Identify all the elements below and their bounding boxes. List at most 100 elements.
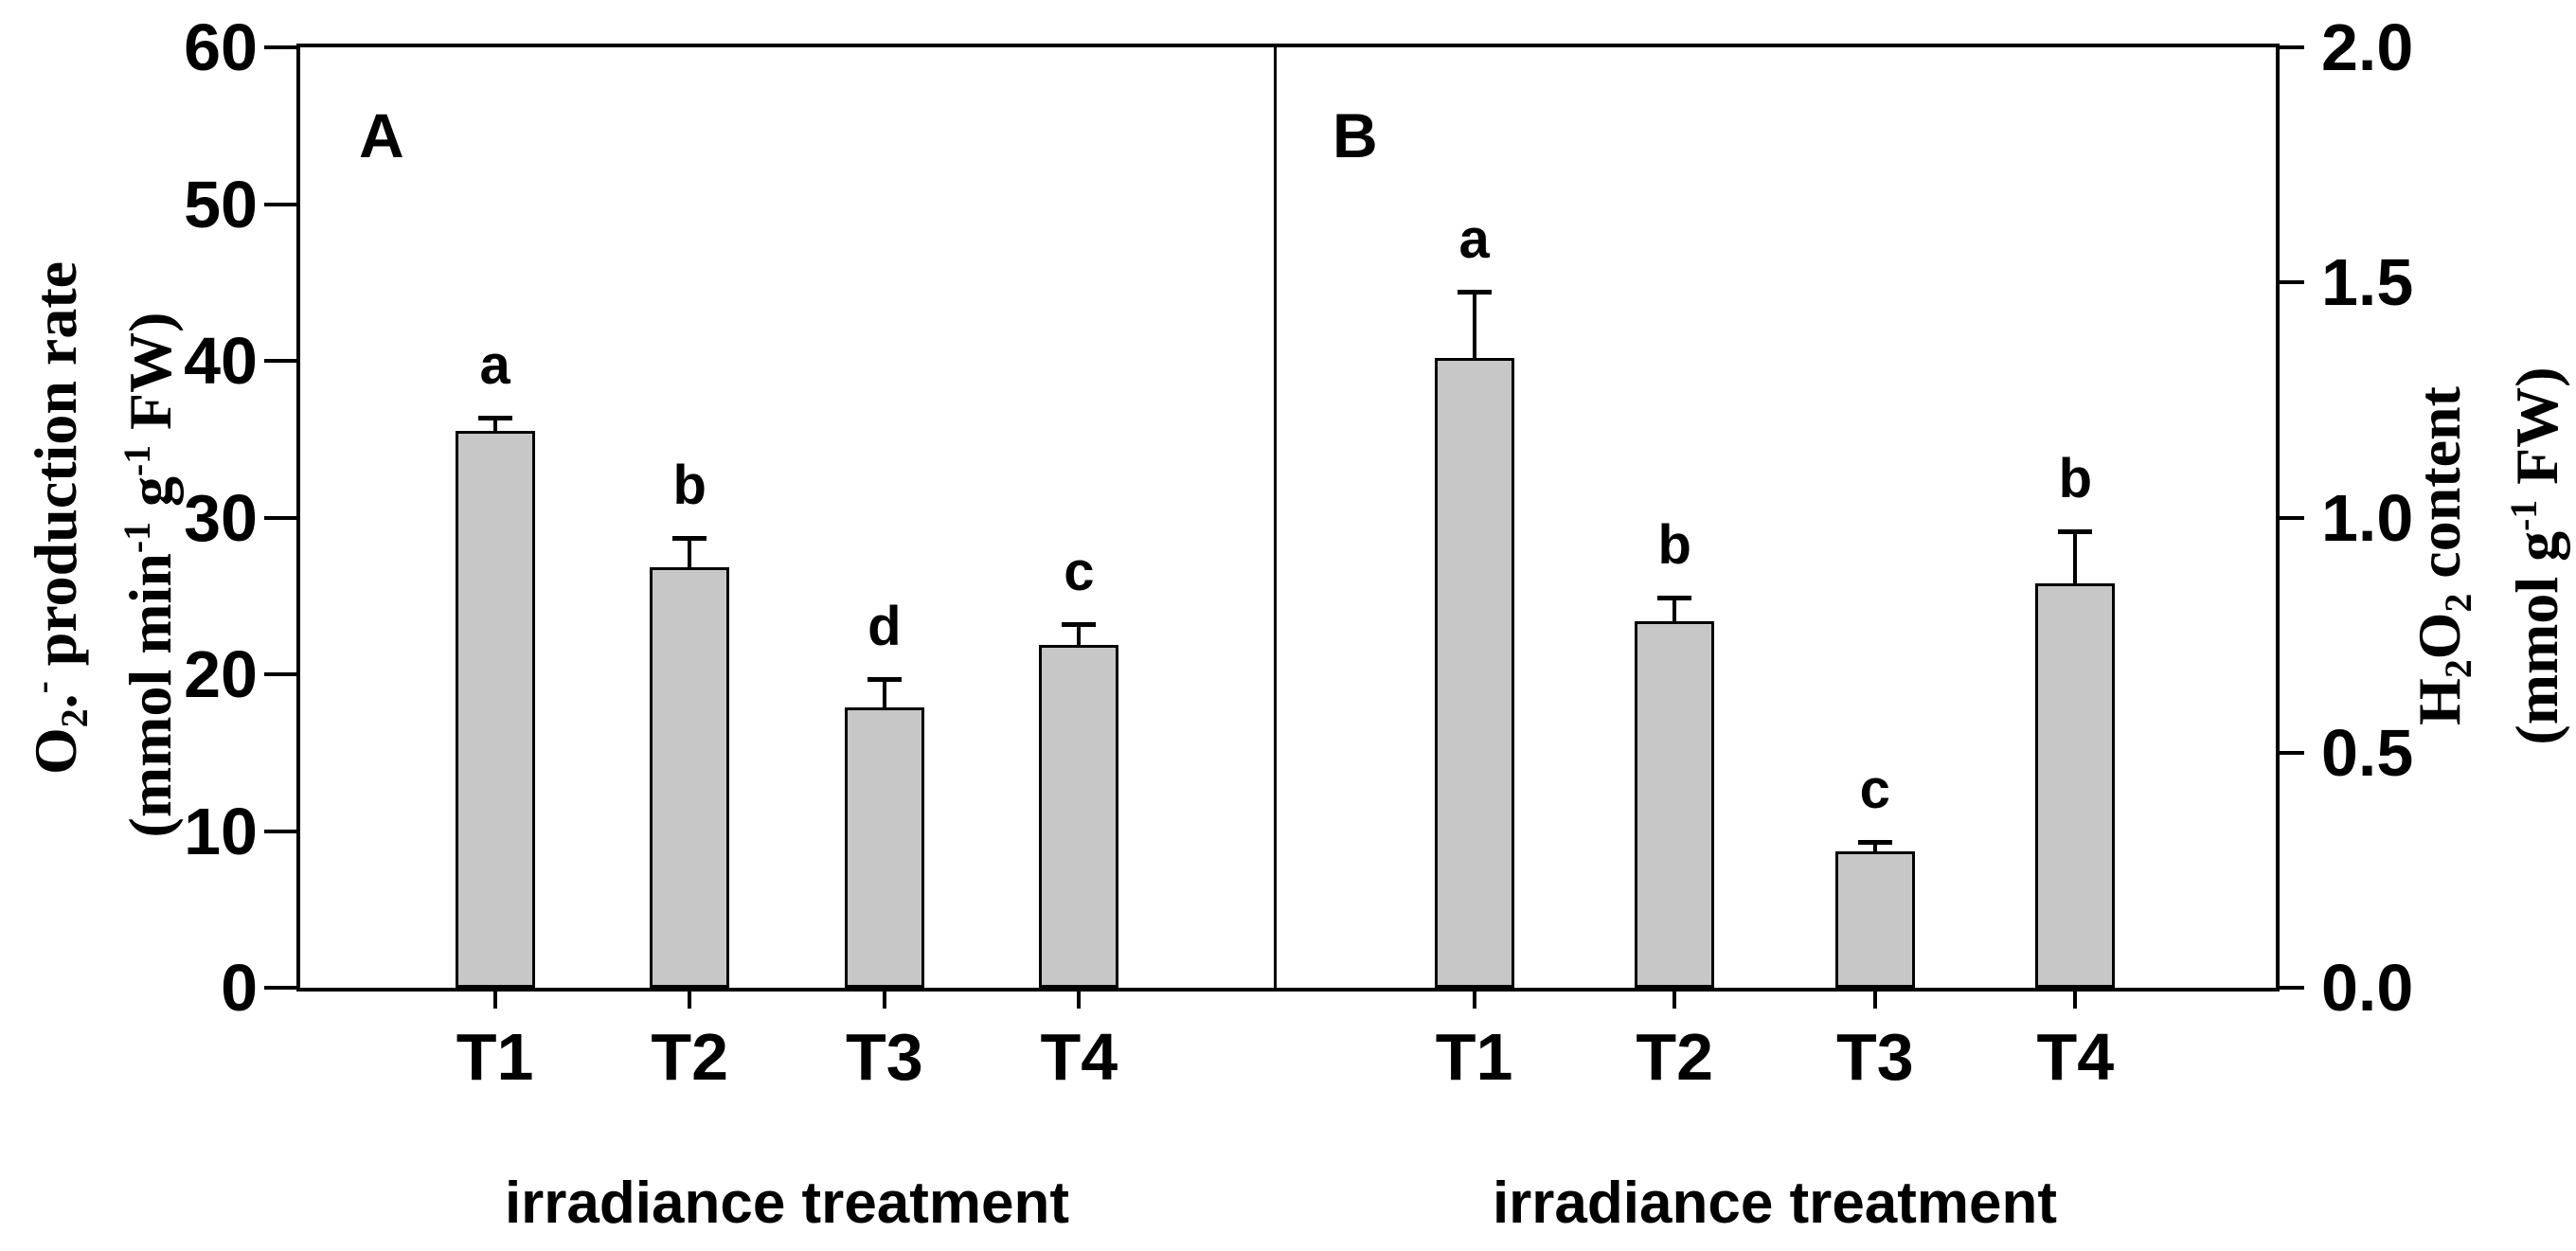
x-tick-label-A-T1: T1: [456, 1020, 534, 1094]
label-text: FW): [116, 312, 184, 445]
y-tick-A-50: [264, 202, 296, 206]
y-tick-label-left-10: 10: [184, 794, 258, 868]
y-tick-A-60: [264, 45, 296, 49]
bar-B-T1: [1434, 357, 1514, 988]
error-cap-A-T1: [477, 415, 512, 420]
error-whisker-B-T1: [1472, 292, 1476, 358]
x-tick-A-T1: [492, 988, 497, 1009]
y-tick-label-right-0.5: 0.5: [2321, 715, 2414, 790]
y-tick-label-right-1.5: 1.5: [2321, 245, 2414, 320]
error-cap-A-T3: [867, 676, 902, 682]
x-tick-A-T3: [882, 988, 886, 1009]
y-tick-label-right-1.0: 1.0: [2321, 480, 2414, 555]
superscript-text: -: [22, 680, 64, 693]
right-y-axis-title-line1: H2O2 content: [2406, 385, 2490, 725]
x-tick-B-T2: [1673, 988, 1677, 1009]
sig-letter-B-T2: b: [1657, 513, 1691, 576]
sig-letter-B-T4: b: [2058, 448, 2093, 510]
y-tick-label-left-30: 30: [184, 480, 258, 555]
bar-B-T3: [1834, 851, 1915, 988]
label-text: (mmol min: [116, 552, 184, 837]
y-tick-B-1.0: [2276, 515, 2304, 520]
error-cap-A-T4: [1062, 622, 1097, 628]
y-tick-A-0: [264, 986, 296, 990]
label-text: content: [2406, 385, 2474, 594]
error-whisker-A-T2: [688, 538, 692, 568]
subscript-text: 2: [2437, 658, 2479, 678]
error-whisker-B-T3: [1872, 842, 1877, 851]
label-text: H: [2406, 677, 2474, 725]
y-tick-A-10: [264, 829, 296, 833]
sig-letter-A-T3: d: [868, 595, 902, 657]
x-tick-A-T2: [688, 988, 692, 1009]
label-text: production rate: [21, 260, 89, 681]
error-cap-B-T4: [2058, 529, 2093, 535]
y-tick-label-left-50: 50: [184, 167, 258, 241]
y-tick-label-left-20: 20: [184, 637, 258, 711]
error-cap-B-T1: [1457, 290, 1492, 295]
label-text: (mmol g: [2502, 530, 2570, 745]
error-whisker-A-T3: [882, 678, 886, 707]
y-tick-B-0.0: [2276, 986, 2304, 990]
x-tick-label-A-T2: T2: [651, 1020, 729, 1094]
x-tick-B-T1: [1472, 988, 1476, 1009]
sig-letter-A-T2: b: [672, 455, 707, 516]
error-whisker-B-T4: [2073, 531, 2078, 583]
error-whisker-A-T4: [1077, 624, 1082, 645]
y-tick-label-right-0.0: 0.0: [2321, 951, 2414, 1025]
superscript-text: -1: [2503, 499, 2546, 531]
label-text: g: [116, 475, 184, 522]
y-tick-label-left-60: 60: [184, 10, 258, 84]
label-text: .: [21, 692, 89, 708]
x-tick-B-T3: [1872, 988, 1877, 1009]
x-axis-title-B: irradiance treatment: [1492, 1171, 2058, 1236]
y-tick-B-0.5: [2276, 750, 2304, 755]
subscript-text: 2: [53, 707, 96, 727]
y-tick-label-left-40: 40: [184, 324, 258, 398]
y-tick-B-2.0: [2276, 45, 2304, 49]
sig-letter-A-T4: c: [1064, 541, 1095, 603]
left-y-axis-title-line2: (mmol min-1 g-1 FW): [106, 312, 184, 837]
subscript-text: 2: [2437, 593, 2479, 613]
superscript-text: -1: [116, 444, 159, 476]
error-whisker-A-T1: [492, 417, 497, 432]
x-tick-label-B-T3: T3: [1835, 1020, 1914, 1094]
bar-A-T2: [650, 567, 730, 988]
y-tick-label-right-2.0: 2.0: [2321, 10, 2414, 84]
y-tick-A-30: [264, 515, 296, 520]
bar-A-T3: [844, 706, 924, 988]
error-whisker-B-T2: [1673, 597, 1677, 621]
x-tick-B-T4: [2073, 988, 2078, 1009]
x-tick-label-B-T1: T1: [1435, 1020, 1513, 1094]
panel-letter-A: A: [359, 100, 404, 170]
plot-frame: [296, 44, 2280, 992]
bar-B-T4: [2035, 583, 2116, 988]
x-tick-A-T4: [1077, 988, 1082, 1009]
x-tick-label-B-T4: T4: [2036, 1020, 2115, 1094]
error-cap-A-T2: [672, 536, 707, 541]
sig-letter-B-T1: a: [1458, 208, 1490, 271]
bar-B-T2: [1635, 620, 1715, 988]
y-tick-A-20: [264, 672, 296, 676]
x-tick-label-A-T4: T4: [1040, 1020, 1118, 1094]
panel-divider: [1274, 47, 1277, 988]
label-text: FW): [2502, 366, 2570, 500]
label-text: O: [2406, 612, 2474, 659]
y-tick-B-1.5: [2276, 280, 2304, 285]
sig-letter-A-T1: a: [479, 333, 510, 396]
sig-letter-B-T3: c: [1859, 759, 1890, 821]
y-tick-label-left-0: 0: [221, 951, 258, 1025]
x-tick-label-B-T2: T2: [1636, 1020, 1714, 1094]
error-cap-B-T3: [1857, 840, 1892, 846]
panel-letter-B: B: [1333, 100, 1378, 170]
label-text: O: [21, 726, 89, 775]
x-tick-label-A-T3: T3: [845, 1020, 923, 1094]
error-cap-B-T2: [1657, 595, 1692, 600]
bar-A-T4: [1039, 644, 1119, 988]
y-tick-A-40: [264, 359, 296, 363]
superscript-text: -1: [116, 521, 159, 553]
left-y-axis-title-line1: O2.- production rate: [11, 260, 106, 774]
right-y-axis-title-line2: (mmol g-1 FW): [2493, 366, 2570, 745]
bar-A-T1: [455, 431, 535, 988]
